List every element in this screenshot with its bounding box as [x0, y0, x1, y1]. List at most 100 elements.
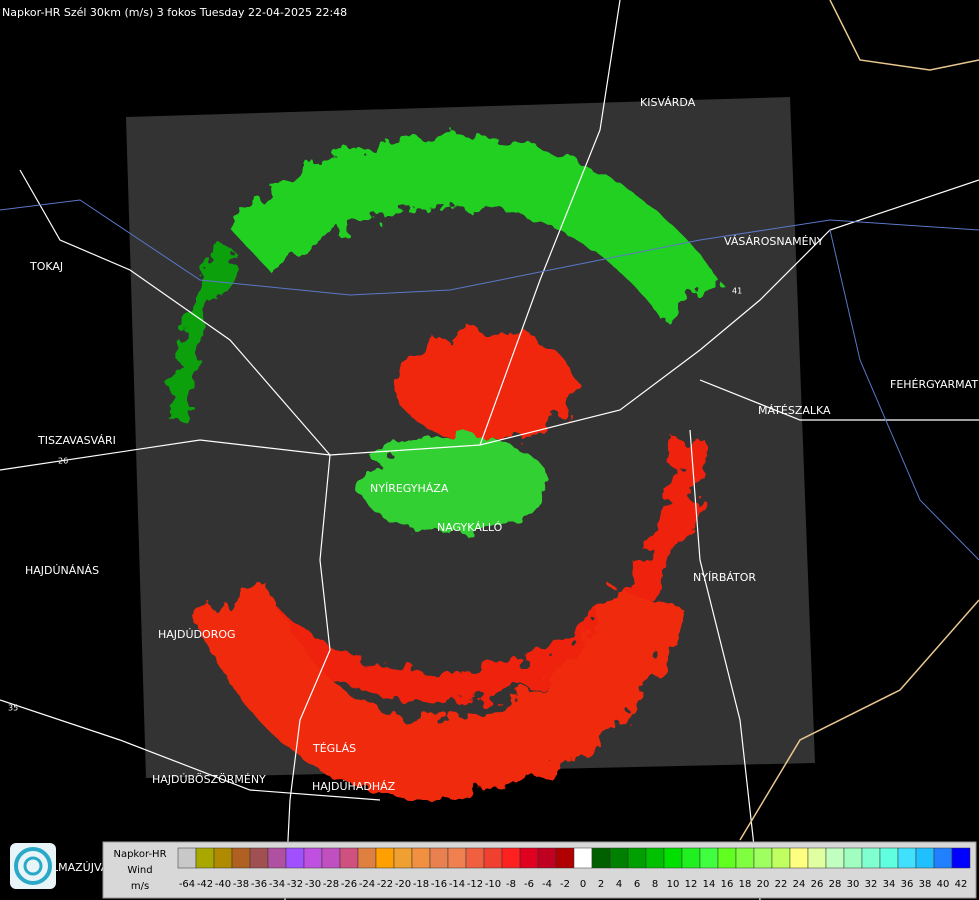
legend-swatch — [267, 847, 287, 869]
legend-swatch — [717, 847, 737, 869]
green-ring — [226, 136, 720, 320]
legend-label: 0 — [580, 879, 586, 890]
legend-swatch — [861, 847, 881, 869]
legend-label: -28 — [323, 879, 339, 890]
red-ring-east — [238, 439, 705, 703]
legend-swatch — [231, 847, 251, 869]
legend-swatch — [177, 847, 197, 869]
legend-swatch — [933, 847, 953, 869]
legend-title: m/s — [131, 881, 149, 892]
red-core — [395, 330, 575, 440]
legend-swatch — [645, 847, 665, 869]
place-label: VÁSÁROSNAMÉNY — [724, 235, 824, 248]
place-label: HAJDÚDOROG — [158, 628, 236, 641]
legend-label: 40 — [937, 879, 950, 890]
legend-swatch — [501, 847, 521, 869]
legend-label: 22 — [775, 879, 788, 890]
legend-label: 10 — [667, 879, 680, 890]
legend-label: -6 — [524, 879, 534, 890]
place-label: TISZAVASVÁRI — [37, 434, 116, 447]
road-number: 35 — [8, 704, 18, 713]
legend-swatch — [321, 847, 341, 869]
legend-label: 38 — [919, 879, 932, 890]
legend-label: -38 — [233, 879, 249, 890]
legend-swatch — [591, 847, 611, 869]
legend-label: -14 — [449, 879, 465, 890]
legend-swatch — [879, 847, 899, 869]
legend-swatch — [681, 847, 701, 869]
legend-swatch — [447, 847, 467, 869]
legend-swatch — [303, 847, 323, 869]
place-label: FEHÉRGYARMAT — [890, 378, 978, 391]
legend-label: 14 — [703, 879, 716, 890]
echoes — [169, 136, 720, 801]
place-label: TOKAJ — [29, 260, 63, 273]
border — [739, 0, 979, 841]
place-label: NYÍREGYHÁZA — [370, 482, 449, 495]
legend-swatch — [627, 847, 647, 869]
legend-label: -10 — [485, 879, 501, 890]
legend-swatch — [519, 847, 539, 869]
legend-label: 42 — [955, 879, 968, 890]
road-number: 41 — [732, 287, 742, 296]
legend-label: -2 — [560, 879, 570, 890]
legend-label: 6 — [634, 879, 640, 890]
legend-swatch — [357, 847, 377, 869]
legend-swatch — [411, 847, 431, 869]
legend-swatch — [285, 847, 305, 869]
legend-label: 12 — [685, 879, 698, 890]
green-core — [360, 435, 550, 535]
legend-swatch — [897, 847, 917, 869]
legend-swatch — [375, 847, 395, 869]
legend-label: -32 — [287, 879, 303, 890]
legend-title: Wind — [127, 865, 152, 876]
legend-swatch — [771, 847, 791, 869]
place-label: KISVÁRDA — [640, 96, 696, 109]
legend-label: 18 — [739, 879, 752, 890]
legend-swatch — [609, 847, 629, 869]
place-label: HAJDÚHADHÁZ — [312, 780, 396, 793]
place-label: NYÍRBÁTOR — [693, 571, 756, 584]
legend-swatch — [393, 847, 413, 869]
legend-label: 20 — [757, 879, 770, 890]
legend-swatch — [753, 847, 773, 869]
legend-label: 28 — [829, 879, 842, 890]
legend-label: -22 — [377, 879, 393, 890]
legend-label: 24 — [793, 879, 806, 890]
place-label: NAGYKÁLLÓ — [437, 521, 503, 534]
legend-swatch — [663, 847, 683, 869]
logo — [10, 843, 56, 889]
legend-label: -12 — [467, 879, 483, 890]
legend-label: 8 — [652, 879, 658, 890]
legend-label: -24 — [359, 879, 375, 890]
legend-label: -30 — [305, 879, 321, 890]
legend-label: 16 — [721, 879, 734, 890]
legend-swatch — [699, 847, 719, 869]
legend-swatch — [465, 847, 485, 869]
place-label: HAJDÚNÁNÁS — [25, 564, 99, 577]
place-label: TÉGLÁS — [312, 742, 356, 755]
place-label: HAJDÚBÖSZÖRMÉNY — [152, 773, 266, 786]
legend-swatch — [825, 847, 845, 869]
legend-swatch — [195, 847, 215, 869]
legend-label: -26 — [341, 879, 357, 890]
legend-label: -16 — [431, 879, 447, 890]
legend-label: 2 — [598, 879, 604, 890]
legend-swatch — [339, 847, 359, 869]
legend-swatch — [573, 847, 593, 869]
legend-label: 32 — [865, 879, 878, 890]
legend-label: 26 — [811, 879, 824, 890]
rivers — [0, 199, 979, 561]
legend-swatch — [789, 847, 809, 869]
legend-swatch — [249, 847, 269, 869]
legend-label: -4 — [542, 879, 552, 890]
red-ring — [193, 583, 688, 801]
legend-label: -40 — [215, 879, 231, 890]
road-number: 26 — [58, 457, 68, 466]
legend-label: 30 — [847, 879, 860, 890]
legend-label: -64 — [179, 879, 195, 890]
legend-swatch — [807, 847, 827, 869]
legend-swatch — [843, 847, 863, 869]
